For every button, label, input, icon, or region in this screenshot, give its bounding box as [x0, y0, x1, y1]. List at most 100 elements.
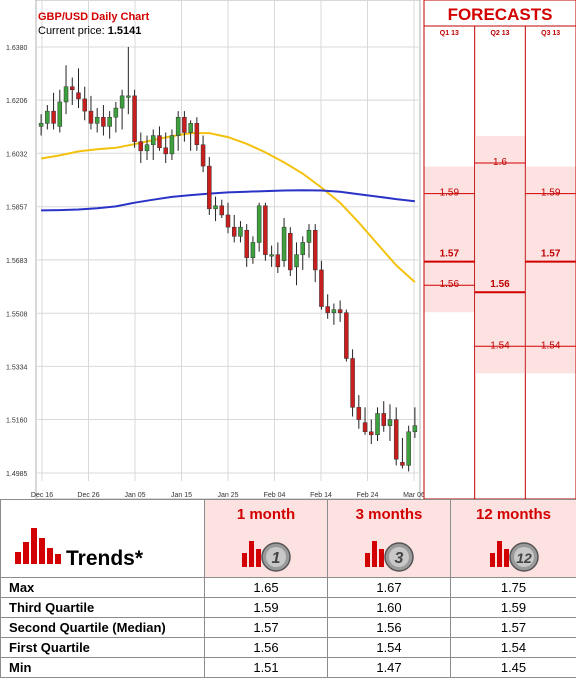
row-label: First Quartile	[1, 638, 205, 658]
candle-body	[207, 166, 211, 209]
forecast-q3-label: 1.59	[440, 188, 460, 199]
table-row: Max 1.65 1.67 1.75	[1, 578, 576, 598]
y-tick-label: 1.5857	[6, 205, 28, 212]
candle-body	[139, 142, 143, 151]
candle-body	[189, 123, 193, 132]
forecast-quarter-label: Q1 13	[440, 30, 459, 37]
calendar-1-icon: 1	[238, 533, 294, 573]
candle-body	[226, 215, 230, 227]
y-tick-label: 1.5683	[6, 258, 28, 265]
candle-body	[164, 148, 168, 154]
candle-body	[338, 310, 342, 313]
candle-body	[232, 227, 236, 236]
candle-body	[301, 242, 305, 254]
x-tick-label: Jan 15	[171, 492, 192, 499]
cell-value: 1.75	[451, 578, 576, 598]
cell-value: 1.47	[328, 658, 451, 678]
candle-body	[39, 123, 43, 126]
current-price-value: 1.5141	[108, 25, 142, 37]
cell-value: 1.67	[328, 578, 451, 598]
trends-header-row: Trends* 1 month 1 3 months	[1, 500, 576, 578]
cell-value: 1.59	[451, 598, 576, 618]
forecast-range-box	[475, 136, 525, 373]
candle-body	[182, 117, 186, 132]
x-tick-label: Dec 16	[31, 492, 53, 499]
current-price: Current price: 1.5141	[38, 25, 141, 37]
candle-body	[195, 123, 199, 144]
candle-body	[388, 420, 392, 426]
cell-value: 1.45	[451, 658, 576, 678]
row-label: Max	[1, 578, 205, 598]
candle-body	[257, 206, 261, 243]
candle-body	[176, 117, 180, 135]
candle-body	[120, 96, 124, 108]
candle-body	[201, 145, 205, 166]
forecast-quarter-label: Q3 13	[541, 30, 560, 37]
candle-body	[363, 423, 367, 432]
candle-body	[133, 96, 137, 142]
candle-body	[319, 270, 323, 307]
trends-title-cell: Trends*	[1, 500, 205, 578]
forecast-q1-label: 1.56	[440, 279, 460, 290]
x-tick-label: Dec 26	[77, 492, 99, 499]
candle-body	[245, 230, 249, 257]
candle-body	[307, 230, 311, 242]
x-tick-label: Feb 14	[310, 492, 332, 499]
cell-value: 1.65	[205, 578, 328, 598]
candle-body	[238, 227, 242, 236]
candle-body	[126, 96, 130, 98]
cell-value: 1.60	[328, 598, 451, 618]
row-label: Min	[1, 658, 205, 678]
cell-value: 1.54	[328, 638, 451, 658]
candle-body	[58, 102, 62, 126]
candle-body	[332, 310, 336, 313]
candle-body	[282, 227, 286, 261]
trends-title: Trends*	[66, 547, 143, 571]
y-tick-label: 1.6032	[6, 151, 28, 158]
candle-body	[276, 255, 280, 267]
candle-body	[400, 462, 404, 465]
candle-body	[145, 145, 149, 151]
forecast-q1-label: 1.54	[490, 340, 510, 351]
x-tick-label: Jan 25	[217, 492, 238, 499]
y-tick-label: 1.5160	[6, 418, 28, 425]
calendar-3-icon: 3	[361, 533, 417, 573]
col-label: 12 months	[451, 506, 576, 523]
row-label: Second Quartile (Median)	[1, 618, 205, 638]
cell-value: 1.57	[205, 618, 328, 638]
cell-value: 1.59	[205, 598, 328, 618]
candle-body	[344, 313, 348, 359]
candle-body	[170, 136, 174, 154]
candle-body	[413, 426, 417, 432]
trends-table-wrap: Trends* 1 month 1 3 months	[0, 499, 576, 676]
table-row: First Quartile 1.56 1.54 1.54	[1, 638, 576, 658]
x-tick-label: Mar 06	[403, 492, 425, 499]
candle-body	[394, 420, 398, 460]
candle-body	[157, 136, 161, 148]
forecast-median-label: 1.57	[440, 249, 460, 260]
candle-body	[376, 413, 380, 434]
y-tick-label: 1.4985	[6, 471, 28, 478]
icon-number: 1	[272, 550, 281, 567]
y-tick-label: 1.6380	[6, 45, 28, 52]
trends-col-1month: 1 month 1	[205, 500, 328, 578]
candle-body	[114, 108, 118, 117]
candle-body	[76, 93, 80, 99]
candle-body	[101, 117, 105, 126]
candle-body	[288, 233, 292, 270]
candle-body	[151, 136, 155, 145]
calendar-12-icon: 12	[486, 533, 542, 573]
row-label: Third Quartile	[1, 598, 205, 618]
candle-body	[382, 413, 386, 425]
candle-body	[83, 99, 87, 111]
candle-body	[52, 111, 56, 123]
y-tick-label: 1.5508	[6, 311, 28, 318]
forecasts-title: FORECASTS	[448, 5, 553, 24]
candle-body	[295, 255, 299, 267]
candle-body	[64, 87, 68, 102]
cell-value: 1.51	[205, 658, 328, 678]
candle-body	[214, 206, 218, 209]
cell-value: 1.57	[451, 618, 576, 638]
candle-body	[89, 111, 93, 123]
candle-body	[251, 242, 255, 257]
